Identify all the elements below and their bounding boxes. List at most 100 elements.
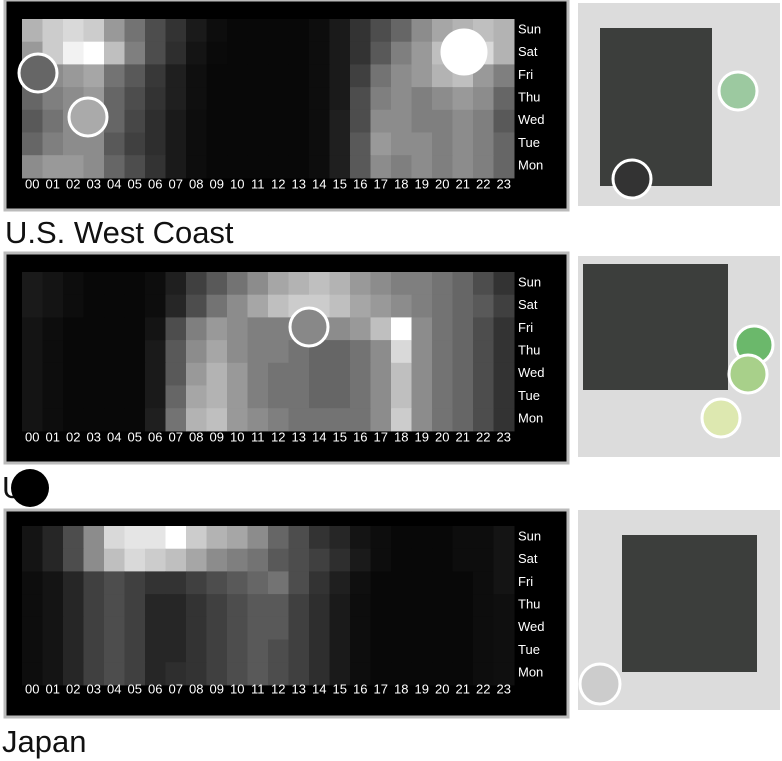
heatmap-cell [411, 155, 433, 179]
day-label: Thu [518, 597, 540, 612]
heatmap-cell [63, 272, 84, 296]
heatmap-cell [83, 19, 105, 43]
heatmap-cell [350, 526, 371, 550]
hour-label: 10 [230, 176, 244, 191]
heatmap-cell [42, 571, 64, 595]
heatmap-cell [186, 571, 207, 595]
heatmap-cell [124, 19, 146, 43]
hour-label: 12 [271, 429, 285, 444]
heatmap-cell [124, 662, 146, 686]
heatmap-cell [350, 662, 371, 686]
heatmap-cell [370, 526, 392, 550]
hour-label: 06 [148, 681, 162, 696]
heatmap-cell [247, 526, 269, 550]
heatmap-cell [411, 340, 433, 364]
heatmap-cell [411, 317, 433, 341]
heatmap-cell [268, 19, 289, 43]
heatmap-cell [288, 155, 310, 179]
heatmap-cell [370, 639, 392, 663]
heatmap-cell [206, 87, 228, 111]
hour-label: 10 [230, 681, 244, 696]
hour-label: 18 [394, 681, 408, 696]
heatmap-cell [309, 132, 330, 156]
map-overlay [622, 535, 757, 672]
day-label: Tue [518, 388, 540, 403]
heatmap-cell [370, 616, 392, 640]
heatmap-cell [329, 155, 351, 179]
heatmap-cell [227, 132, 248, 156]
heatmap-cell [391, 548, 412, 572]
heatmap-cell [391, 272, 412, 296]
heatmap-cell [83, 594, 105, 618]
heatmap-cell [124, 340, 146, 364]
hour-label: 08 [189, 429, 203, 444]
heatmap-cell [124, 526, 146, 550]
heatmap-cell [186, 272, 207, 296]
heatmap-cell [42, 109, 64, 133]
hour-label: 16 [353, 429, 367, 444]
heatmap-cell [370, 272, 392, 296]
hour-label: 11 [251, 429, 265, 444]
heatmap-cell [411, 132, 433, 156]
heatmap-cell [350, 294, 371, 318]
heatmap-cell [288, 526, 310, 550]
heatmap-cell [432, 340, 453, 364]
heatmap-cell [268, 155, 289, 179]
heatmap-cell [309, 155, 330, 179]
heatmap-cell [452, 639, 474, 663]
heatmap-cell [473, 132, 494, 156]
heatmap-cell [63, 385, 84, 409]
heatmap-cell [350, 594, 371, 618]
hour-label: 03 [87, 681, 101, 696]
heatmap-cell [370, 155, 392, 179]
heatmap-cell [22, 571, 43, 595]
heatmap-cell [493, 64, 515, 88]
heatmap-cell [63, 571, 84, 595]
hour-label: 19 [415, 681, 429, 696]
hour-label: 14 [312, 681, 326, 696]
heatmap-cell [350, 132, 371, 156]
heatmap-cell [104, 272, 125, 296]
heatmap-cell [206, 41, 228, 65]
hour-label: 18 [394, 429, 408, 444]
day-label: Fri [518, 574, 533, 589]
hour-label: 07 [169, 429, 183, 444]
map-overlay [600, 28, 712, 186]
heatmap-cell [473, 548, 494, 572]
heatmap-cell [350, 155, 371, 179]
day-label: Sat [518, 44, 538, 59]
heatmap-cell [452, 408, 474, 432]
heatmap-cell [206, 272, 228, 296]
heatmap-cell [288, 639, 310, 663]
heatmap-cell [268, 662, 289, 686]
heatmap-cell [145, 340, 166, 364]
heatmap-cell [411, 64, 433, 88]
heatmap-cell [411, 294, 433, 318]
heatmap-cell [104, 155, 125, 179]
heatmap-cell [268, 408, 289, 432]
heatmap-cell [104, 317, 125, 341]
heatmap-cell [22, 317, 43, 341]
heatmap-cell [206, 526, 228, 550]
hour-label: 09 [210, 176, 224, 191]
heatmap-cell [309, 408, 330, 432]
hour-label: 06 [148, 176, 162, 191]
hour-label: 19 [415, 176, 429, 191]
heatmap-cell [370, 571, 392, 595]
heatmap-cell [329, 594, 351, 618]
heatmap-cell [391, 616, 412, 640]
heatmap-cell [145, 272, 166, 296]
heatmap-cell [206, 132, 228, 156]
hour-label: 12 [271, 176, 285, 191]
hour-label: 02 [66, 176, 80, 191]
heatmap-cell [309, 616, 330, 640]
heatmap-cell [186, 294, 207, 318]
heatmap-cell [432, 362, 453, 386]
heatmap-cell [42, 385, 64, 409]
heatmap-cell [165, 526, 187, 550]
heatmap-cell [42, 408, 64, 432]
heatmap-cell [104, 408, 125, 432]
heatmap-cell [350, 340, 371, 364]
heatmap-cell [206, 385, 228, 409]
